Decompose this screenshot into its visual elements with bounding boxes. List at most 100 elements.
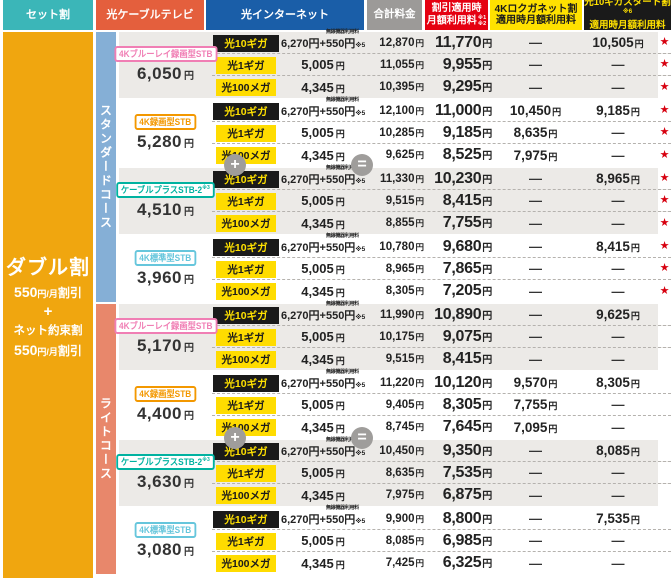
double-discount-unit: 円/月 <box>37 288 58 299</box>
stb-label-box: ケーブルプラスSTB-2※3 <box>116 453 215 471</box>
10giga-start-price-value: — <box>611 125 625 140</box>
4k-discount-price: — <box>493 556 578 571</box>
total-price-value: 10,395 <box>379 81 415 93</box>
total-price: 10,175円 <box>366 331 424 343</box>
yen-unit: 円 <box>335 491 345 502</box>
total-price: 8,855円 <box>366 217 424 229</box>
net-speed-chip: 光1ギガ <box>216 124 276 142</box>
discounted-price: 6,985円 <box>424 532 493 550</box>
header-set-discount: セット割 <box>3 0 93 30</box>
star-icon: ★ <box>659 148 670 161</box>
yen-unit: 円 <box>630 447 640 457</box>
yen-unit: 円 <box>415 558 424 568</box>
discounted-price: 8,305円 <box>424 396 493 414</box>
star-cell <box>658 484 671 506</box>
yen-unit: 円 <box>482 196 492 208</box>
yen-unit: 円 <box>415 445 424 456</box>
10giga-start-price-value: 9,625 <box>596 307 630 322</box>
net-price-cell: 4,345 円 <box>280 216 366 231</box>
yen-unit: 円 <box>335 61 345 71</box>
router-fee-value: 550円 <box>325 105 356 118</box>
net-price-base: 6,270円+ <box>281 37 326 50</box>
header-10giga-line1: 光10ギガスタート割 <box>584 0 671 9</box>
price-row: 光1ギガ 5,005 円 9,405円 8,305円 7,755円 — <box>212 394 671 416</box>
net-promise-suffix: 割引 <box>57 343 82 358</box>
discounted-price-value: 9,185 <box>442 123 482 141</box>
4k-discount-price-value: — <box>529 239 542 254</box>
header-discounted-fee: 割引適用時 月額利用料※1 ※2 <box>425 0 488 30</box>
discounted-price-value: 7,535 <box>442 463 482 481</box>
total-price: 11,055円 <box>366 59 424 71</box>
discounted-price-value: 10,890 <box>434 305 482 323</box>
net-price-base: 6,270円+ <box>281 173 326 186</box>
total-price: 12,100円 <box>366 105 424 117</box>
stb-cell: ケーブルプラスSTB-2※3 4,510 円 <box>116 168 215 234</box>
star-cell: ★ <box>658 54 671 75</box>
net-rows: 光10ギガ 6,270円+ 無線機器利用料 550円※5 10,450円 9,350円 —8… <box>212 437 671 506</box>
price-row: 光100メガ 4,345 円 8,855円 7,755円 — — ★ <box>212 212 671 234</box>
discounted-price-value: 7,645 <box>442 418 482 435</box>
course-bar: スタンダードコース <box>96 32 116 302</box>
net-price-cell: 5,005 円 <box>280 57 366 72</box>
star-cell <box>658 348 671 370</box>
total-price: 8,085円 <box>366 535 424 547</box>
4k-discount-price-value: — <box>529 555 542 571</box>
footnote-ref-5: ※5 <box>355 245 366 253</box>
star-icon: ★ <box>659 172 670 184</box>
10giga-start-price: — <box>578 261 658 276</box>
stb-price-value: 3,630 <box>136 472 183 492</box>
price-row: 光1ギガ 5,005 円 10,285円 9,185円 8,635円 — ★ <box>212 122 671 144</box>
10giga-start-price: — <box>578 216 658 231</box>
4k-discount-price-value: — <box>529 487 542 503</box>
router-fee-value: 550円 <box>325 241 356 254</box>
stb-name: 4K録画型STB <box>139 388 192 399</box>
net-price-value: 5,005 <box>301 57 334 72</box>
net-rows: 光10ギガ 6,270円+ 無線機器利用料 550円※5 9,900円 8,800円 —7,… <box>212 505 671 574</box>
discounted-price: 10,230円 <box>424 170 493 188</box>
net-price-value: 4,345 <box>301 555 334 571</box>
price-row: 光10ギガ 6,270円+ 無線機器利用料 550円※5 11,220円 10,120円 9… <box>212 368 671 394</box>
net-price-cell: 5,005 円 <box>280 261 366 276</box>
net-speed-cell: 光100メガ <box>212 486 280 504</box>
star-cell <box>658 416 671 438</box>
router-fee-value: 550円 <box>325 513 356 526</box>
4k-discount-price-value: — <box>529 351 542 367</box>
total-price: 7,425円 <box>366 557 424 569</box>
equals-icon: = <box>351 154 373 176</box>
router-fee-tiny-note: 無線機器利用料 <box>325 368 359 375</box>
yen-unit: 円 <box>184 71 195 83</box>
header-4k-line1: 4Kロクガネット割 <box>494 3 578 15</box>
double-discount-value: 550 <box>14 283 38 300</box>
yen-unit: 円 <box>630 311 640 321</box>
discounted-price-value: 10,120 <box>434 373 482 391</box>
net-speed-cell: 光1ギガ <box>212 532 280 550</box>
total-price: 9,515円 <box>366 195 424 207</box>
yen-unit: 円 <box>335 83 345 94</box>
courses: スタンダードコース 4Kブルーレイ録画型STB 6,050 円光10ギガ 6,270円+… <box>96 29 671 576</box>
yen-unit: 円 <box>415 354 424 364</box>
header-total-fee-label: 合計料金 <box>373 8 416 21</box>
discounted-price: 9,295円 <box>424 78 493 96</box>
4k-discount-price: — <box>493 80 578 95</box>
discounted-price-value: 11,000 <box>435 101 482 119</box>
yen-unit: 円 <box>482 174 492 186</box>
net-speed-chip: 光1ギガ <box>216 532 276 550</box>
price-row: 光1ギガ 5,005 円 8,635円 7,535円 — — <box>212 462 671 484</box>
star-icon: ★ <box>659 262 670 274</box>
course-bar: ライトコース <box>96 304 116 574</box>
total-price-value: 9,900 <box>385 512 415 525</box>
yen-unit: 円 <box>335 129 345 139</box>
star-cell <box>658 372 671 393</box>
total-price-value: 8,305 <box>385 285 415 297</box>
header-discounted-line2: 月額利用料 <box>426 15 477 27</box>
discounted-price: 8,525円 <box>424 146 493 164</box>
yen-unit: 円 <box>482 310 492 322</box>
star-cell: ★ <box>658 144 671 166</box>
net-price-cell: 6,270円+ 無線機器利用料 550円※5 <box>280 165 366 187</box>
10giga-start-price-value: 7,535 <box>596 511 630 526</box>
header-cable-tv-label: 光ケーブルテレビ <box>106 8 194 21</box>
net-speed-cell: 光100メガ <box>212 78 280 96</box>
net-promise-amount: 550円/月割引 <box>14 342 82 360</box>
header-10giga-start: 光10ギガスタート割※6 適用時月額利用料 <box>584 0 671 31</box>
